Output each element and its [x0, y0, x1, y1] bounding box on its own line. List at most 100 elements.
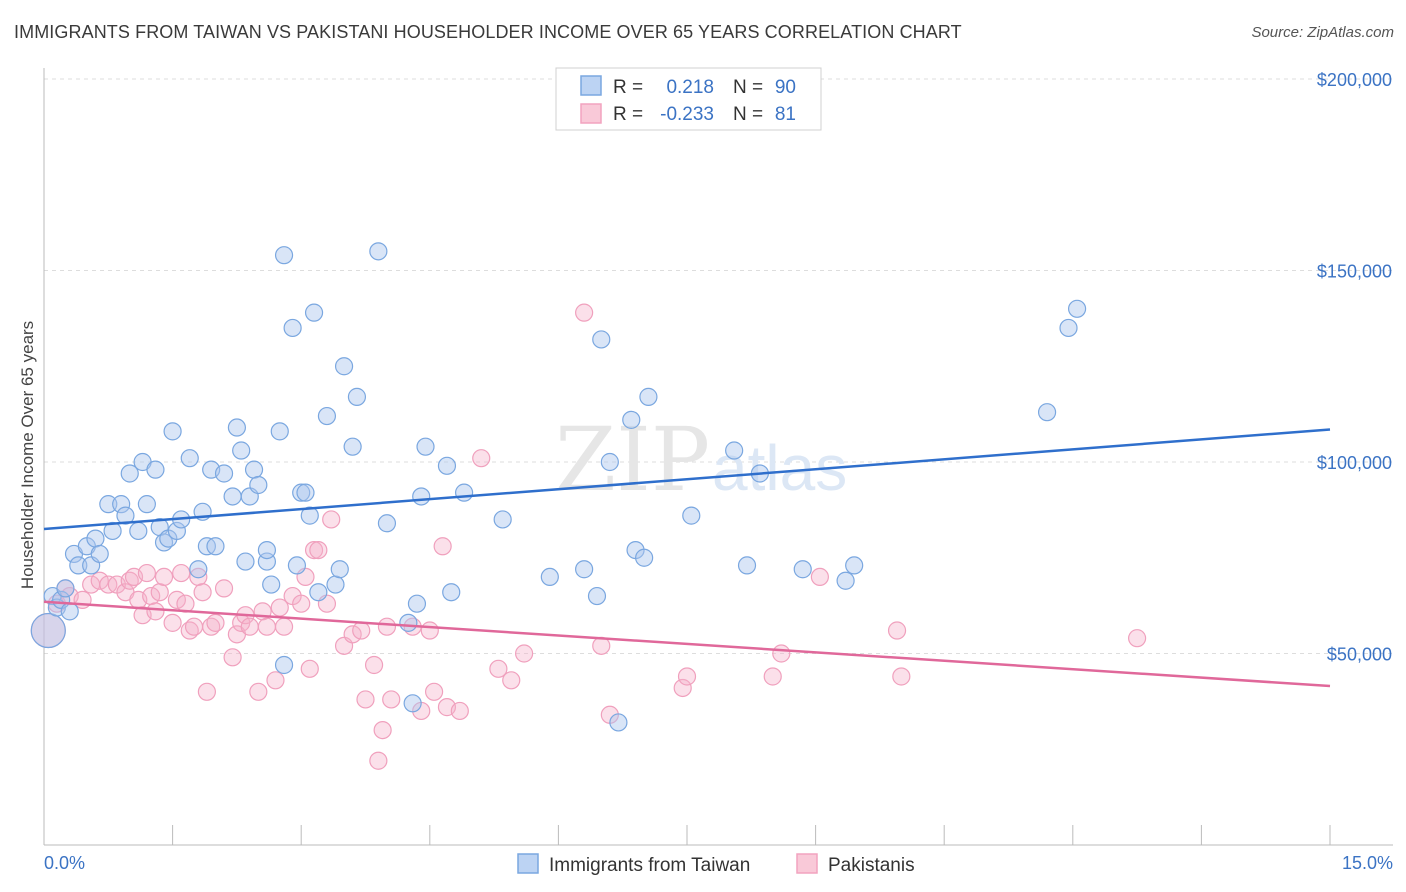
axes — [43, 68, 1393, 846]
point-taiwan — [334, 357, 354, 376]
point-taiwan — [442, 583, 461, 602]
point-taiwan — [343, 437, 362, 456]
point-taiwan — [163, 422, 182, 441]
point-pakistani — [184, 617, 204, 636]
point-taiwan — [1037, 403, 1057, 422]
point-pakistani — [197, 682, 216, 701]
series-legend: Immigrants from Taiwan Pakistanis — [517, 853, 915, 876]
point-taiwan — [377, 514, 397, 533]
point-taiwan — [330, 560, 349, 579]
point-taiwan — [274, 246, 294, 265]
point-taiwan — [540, 567, 559, 587]
point-pakistani — [90, 571, 109, 590]
watermark-zip: ZIP — [555, 408, 710, 511]
point-pakistani — [352, 621, 371, 640]
point-taiwan — [60, 602, 79, 621]
point-taiwan — [249, 475, 268, 495]
y-tick-label: $100,000 — [1317, 453, 1392, 473]
point-taiwan — [347, 387, 367, 406]
point-taiwan — [262, 575, 281, 594]
point-taiwan — [416, 437, 435, 456]
point-taiwan — [223, 487, 242, 506]
point-taiwan — [682, 506, 701, 525]
point-taiwan — [214, 464, 234, 483]
point-taiwan — [326, 575, 345, 594]
point-taiwan — [167, 521, 186, 541]
point-taiwan — [1067, 299, 1087, 318]
point-taiwan — [725, 441, 744, 460]
point-taiwan — [369, 242, 388, 261]
legend-r-value-taiwan: 0.218 — [666, 77, 714, 98]
point-pakistani — [772, 644, 791, 663]
y-axis-title: Householder Income Over 65 years — [18, 321, 37, 589]
stats-legend: R = 0.218 N = 90 R = -0.233 N = 81 — [555, 67, 822, 131]
point-pakistani — [240, 617, 259, 636]
point-pakistani — [677, 667, 697, 686]
legend-r-value-pakistani: -0.233 — [660, 104, 714, 125]
point-pakistani — [214, 579, 234, 598]
point-taiwan — [1059, 318, 1078, 338]
point-taiwan — [317, 406, 337, 426]
chart-title: IMMIGRANTS FROM TAIWAN VS PAKISTANI HOUS… — [14, 22, 962, 42]
point-pakistani — [137, 563, 156, 583]
point-taiwan — [86, 529, 105, 548]
point-taiwan — [309, 583, 328, 602]
point-taiwan — [639, 387, 658, 406]
point-taiwan — [99, 495, 118, 514]
point-pakistani — [450, 701, 469, 721]
point-pakistani — [420, 621, 439, 640]
point-taiwan — [587, 586, 607, 606]
point-taiwan — [454, 483, 474, 502]
point-pakistani — [382, 690, 401, 709]
legend-n-value-taiwan: 90 — [775, 77, 796, 98]
y-tick-label: $50,000 — [1327, 645, 1392, 665]
point-taiwan — [399, 613, 418, 632]
x-tick-label-max: 15.0% — [1342, 853, 1393, 873]
point-taiwan — [836, 571, 855, 590]
point-taiwan — [407, 594, 427, 613]
point-taiwan — [592, 330, 611, 349]
point-taiwan — [274, 655, 294, 675]
y-tick-label: $150,000 — [1317, 262, 1392, 282]
point-taiwan — [146, 460, 165, 479]
point-pakistani — [1127, 629, 1147, 648]
point-taiwan — [493, 510, 512, 529]
point-taiwan — [437, 456, 457, 475]
point-pakistani — [167, 590, 186, 609]
point-taiwan — [103, 521, 122, 541]
series-legend-swatch-pakistani — [796, 853, 818, 874]
point-pakistani — [673, 678, 692, 698]
point-pakistani — [887, 621, 907, 640]
point-taiwan — [232, 441, 251, 460]
point-taiwan — [112, 495, 131, 514]
point-pakistani — [810, 567, 829, 587]
point-taiwan — [56, 579, 75, 598]
x-tick-labels: 0.0% 15.0% — [44, 853, 1393, 873]
point-taiwan — [737, 556, 757, 575]
point-taiwan — [296, 483, 315, 502]
trend-line-taiwan — [43, 428, 1331, 531]
point-taiwan — [90, 544, 109, 564]
point-pakistani — [163, 613, 182, 632]
point-pakistani — [304, 540, 324, 560]
y-tick-labels: $50,000 $100,000 $150,000 $200,000 — [1317, 70, 1392, 665]
point-pakistani — [489, 659, 508, 678]
point-taiwan — [116, 506, 135, 525]
legend-r-label-pakistani: R = — [613, 104, 643, 125]
series-legend-swatch-taiwan — [517, 853, 539, 874]
point-pakistani — [266, 671, 285, 690]
point-taiwan — [236, 552, 255, 571]
point-pakistani — [150, 583, 169, 602]
point-taiwan — [793, 560, 812, 579]
point-pakistani — [356, 690, 375, 709]
point-pakistani — [364, 655, 384, 675]
point-pakistani — [223, 648, 242, 667]
point-pakistani — [763, 667, 782, 686]
point-pakistani — [502, 671, 521, 690]
point-taiwan — [206, 537, 225, 556]
point-taiwan — [403, 694, 422, 713]
point-taiwan — [609, 713, 628, 732]
point-pakistani — [433, 537, 452, 556]
point-pakistani — [369, 751, 388, 770]
point-pakistani — [274, 617, 294, 636]
